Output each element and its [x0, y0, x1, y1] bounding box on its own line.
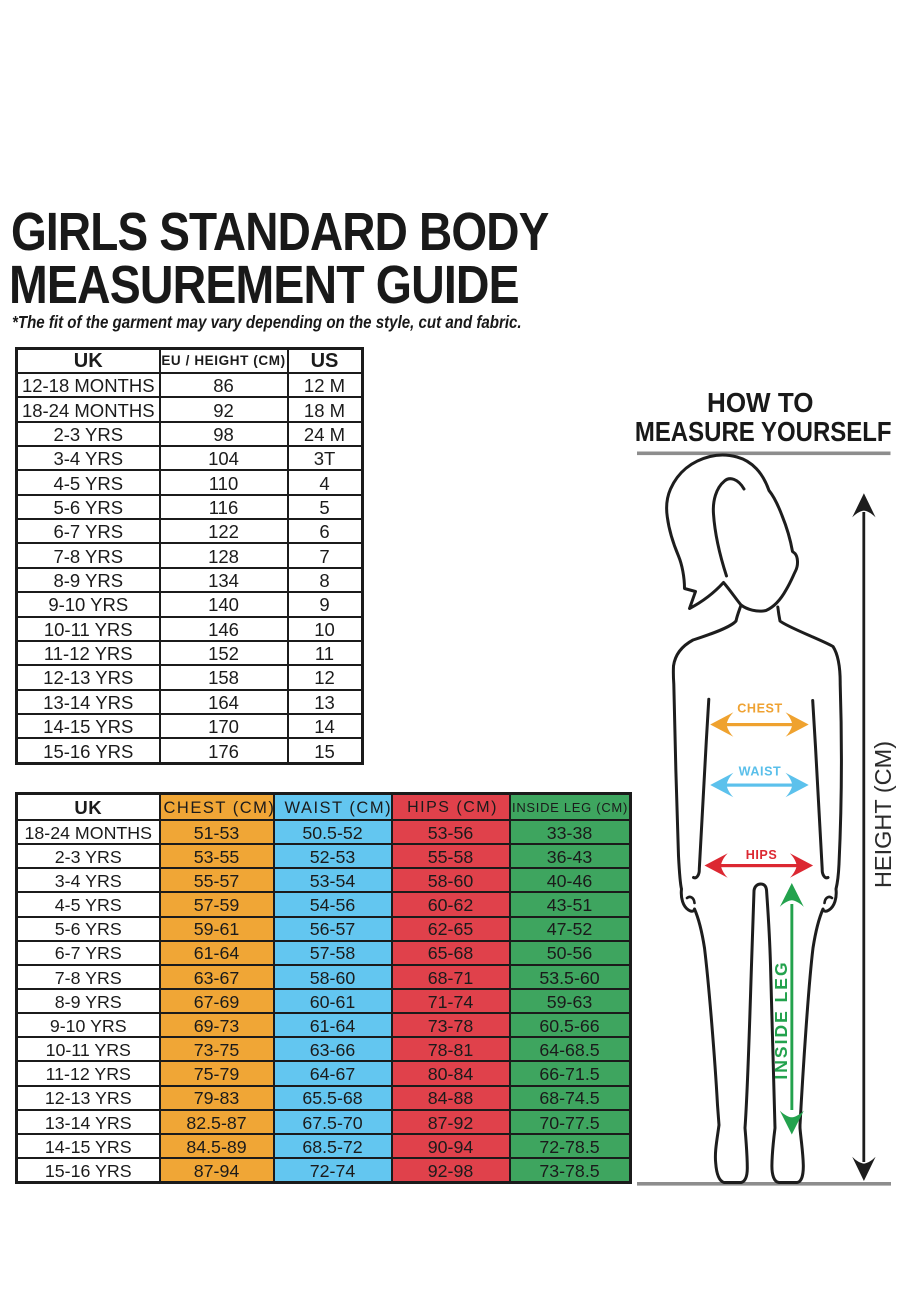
svg-text:INSIDE LEG: INSIDE LEG [771, 960, 791, 1079]
svg-text:HIPS: HIPS [746, 848, 778, 862]
svg-text:WAIST: WAIST [739, 765, 782, 779]
svg-text:HEIGHT (CM): HEIGHT (CM) [870, 741, 896, 888]
svg-text:CHEST: CHEST [737, 702, 782, 716]
